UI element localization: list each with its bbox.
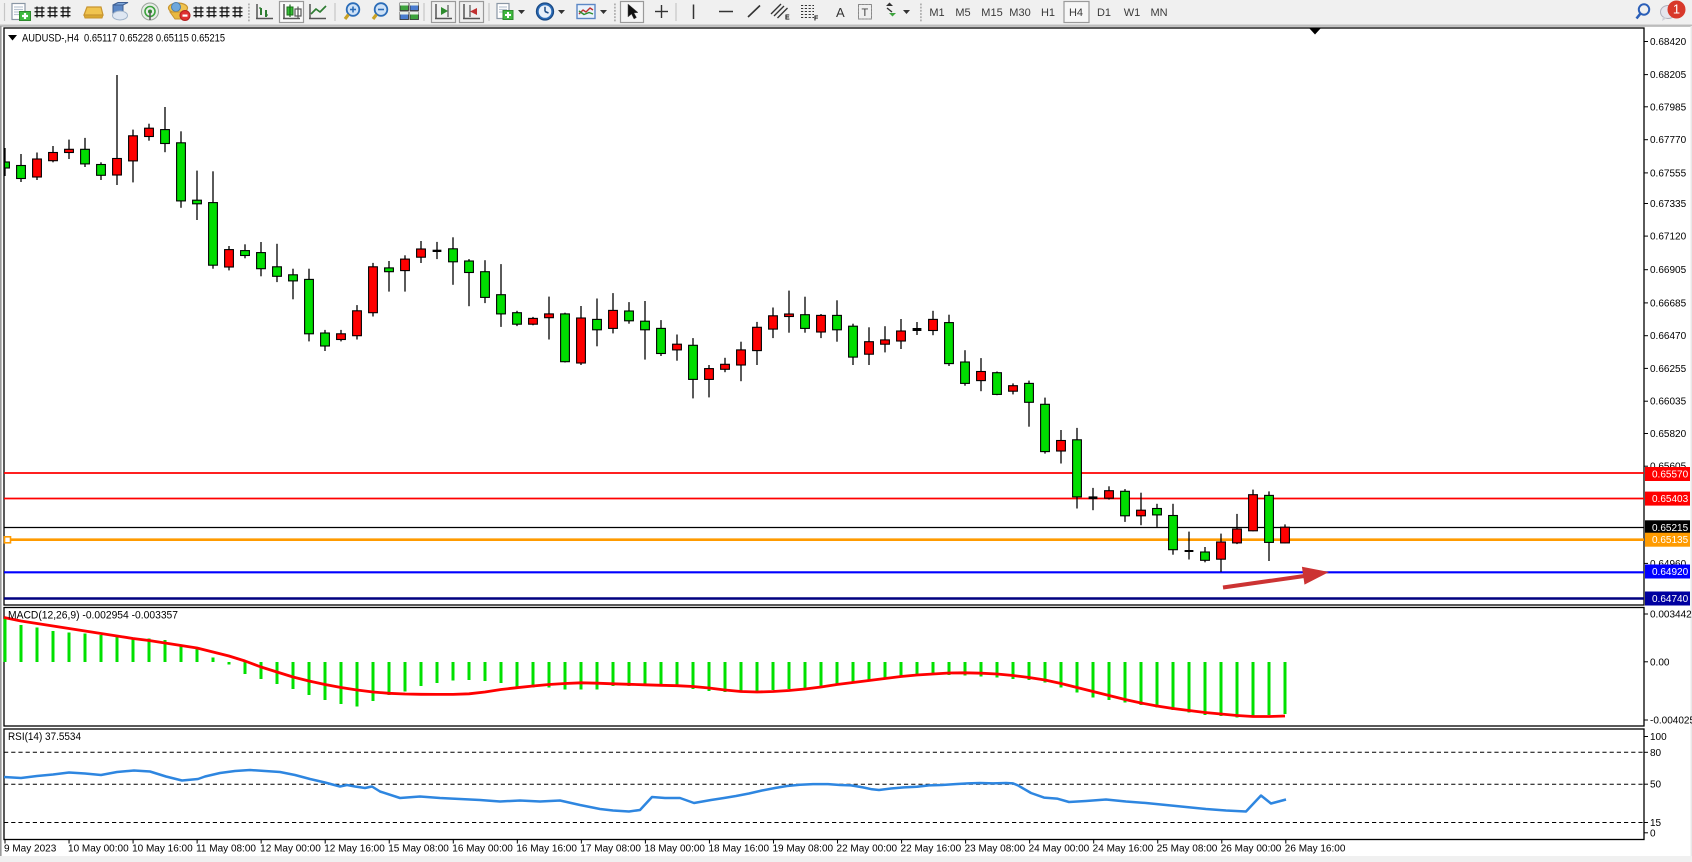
svg-text:12 May 16:00: 12 May 16:00 [324,844,385,855]
svg-text:24 May 16:00: 24 May 16:00 [1093,844,1154,855]
svg-text:0.67985: 0.67985 [1650,102,1687,113]
svg-text:RSI(14) 37.5534: RSI(14) 37.5534 [8,731,81,743]
svg-text:11 May 08:00: 11 May 08:00 [196,844,256,855]
svg-text:0.66470: 0.66470 [1650,331,1687,342]
svg-text:50: 50 [1650,780,1662,791]
svg-text:10 May 16:00: 10 May 16:00 [132,844,193,855]
svg-text:0.67770: 0.67770 [1650,135,1687,146]
svg-text:18 May 00:00: 18 May 00:00 [644,844,705,855]
svg-text:0.64740: 0.64740 [1652,594,1689,605]
svg-text:23 May 08:00: 23 May 08:00 [965,844,1026,855]
svg-text:M1: M1 [929,7,944,19]
svg-text:0.68420: 0.68420 [1650,37,1687,48]
svg-text:0.68205: 0.68205 [1650,70,1687,81]
svg-text:12 May 00:00: 12 May 00:00 [260,844,321,855]
svg-text:0.64920: 0.64920 [1652,567,1689,578]
svg-text:0.66685: 0.66685 [1650,298,1687,309]
svg-text:0.66255: 0.66255 [1650,364,1687,375]
svg-text:0.66905: 0.66905 [1650,265,1687,276]
svg-text:25 May 08:00: 25 May 08:00 [1157,844,1218,855]
svg-text:MN: MN [1150,7,1167,19]
svg-text:H4: H4 [1069,7,1083,19]
svg-text:0.003442: 0.003442 [1650,610,1692,621]
svg-text:M15: M15 [981,7,1002,19]
svg-text:E: E [785,15,790,22]
svg-text:A: A [836,5,845,20]
svg-text:0.65215: 0.65215 [1652,523,1689,534]
svg-text:0.67335: 0.67335 [1650,199,1687,210]
svg-text:100: 100 [1650,732,1667,743]
svg-text:0.00: 0.00 [1650,657,1670,668]
svg-text:26 May 16:00: 26 May 16:00 [1285,844,1346,855]
svg-text:0.65135: 0.65135 [1652,535,1689,546]
svg-text:0.65570: 0.65570 [1652,470,1689,481]
svg-text:15 May 08:00: 15 May 08:00 [388,844,449,855]
svg-text:0: 0 [1650,828,1656,839]
svg-text:MACD(12,26,9) -0.002954 -0.003: MACD(12,26,9) -0.002954 -0.003357 [8,610,178,622]
svg-text:M5: M5 [955,7,970,19]
svg-text:17 May 08:00: 17 May 08:00 [580,844,641,855]
svg-text:W1: W1 [1124,7,1141,19]
svg-text:0.64960: 0.64960 [1650,559,1687,570]
svg-text:AUDUSD-,H4 0.65117 0.65228 0.: AUDUSD-,H4 0.65117 0.65228 0.65115 0.652… [22,33,225,45]
svg-text:D1: D1 [1097,7,1111,19]
svg-text:T: T [862,7,869,19]
svg-text:24 May 00:00: 24 May 00:00 [1029,844,1090,855]
svg-text:0.66035: 0.66035 [1650,397,1687,408]
svg-text:-0.004025: -0.004025 [1650,716,1692,727]
svg-text:0.67555: 0.67555 [1650,168,1687,179]
svg-text:0.67120: 0.67120 [1650,232,1687,243]
svg-text:9 May 2023: 9 May 2023 [4,844,57,855]
svg-text:16 May 16:00: 16 May 16:00 [516,844,577,855]
svg-text:1: 1 [1673,2,1680,17]
svg-text:15: 15 [1650,818,1662,829]
svg-text:0.65820: 0.65820 [1650,429,1687,440]
svg-text:80: 80 [1650,748,1662,759]
svg-text:H1: H1 [1041,7,1055,19]
svg-text:19 May 08:00: 19 May 08:00 [772,844,833,855]
svg-text:22 May 16:00: 22 May 16:00 [901,844,962,855]
svg-text:M30: M30 [1009,7,1030,19]
svg-text:0.65403: 0.65403 [1652,494,1689,505]
svg-text:10 May 00:00: 10 May 00:00 [68,844,129,855]
svg-text:22 May 00:00: 22 May 00:00 [837,844,898,855]
svg-text:F: F [814,16,819,23]
svg-text:16 May 00:00: 16 May 00:00 [452,844,513,855]
svg-text:18 May 16:00: 18 May 16:00 [708,844,769,855]
svg-text:26 May 00:00: 26 May 00:00 [1221,844,1282,855]
